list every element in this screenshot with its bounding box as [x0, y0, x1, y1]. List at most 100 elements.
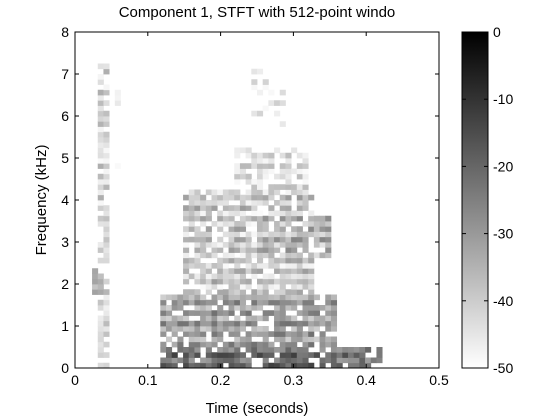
spectrogram-cell	[200, 211, 206, 217]
spectrogram-cell	[303, 242, 309, 248]
spectrogram-cell	[308, 326, 314, 332]
spectrogram-cell	[234, 242, 240, 248]
spectrogram-cell	[234, 163, 240, 169]
spectrogram-cell	[274, 321, 280, 327]
spectrogram-cell	[320, 342, 326, 348]
spectrogram-cell	[257, 279, 263, 285]
spectrogram-cell	[285, 221, 291, 227]
spectrogram-cell	[183, 242, 189, 248]
spectrogram-cell	[308, 221, 314, 227]
spectrogram-cell	[194, 310, 200, 316]
spectrogram-cell	[325, 226, 331, 232]
spectrogram-cell	[246, 305, 252, 311]
spectrogram-cell	[303, 163, 309, 169]
spectrogram-cell	[251, 179, 257, 185]
spectrogram-cell	[257, 268, 263, 274]
spectrogram-cell	[246, 258, 252, 264]
spectrogram-cell	[103, 64, 109, 70]
spectrogram-cell	[200, 295, 206, 301]
spectrogram-cell	[172, 305, 178, 311]
spectrogram-cell	[303, 300, 309, 306]
spectrogram-cell	[234, 226, 240, 232]
spectrogram-cell	[103, 158, 109, 164]
spectrogram-cell	[246, 205, 252, 211]
spectrogram-cell	[212, 284, 218, 290]
spectrogram-cell	[291, 300, 297, 306]
spectrogram-cell	[280, 200, 286, 206]
spectrogram-cell	[263, 347, 269, 353]
spectrogram-cell	[194, 331, 200, 337]
spectrogram-cell	[257, 179, 263, 185]
spectrogram-cell	[246, 174, 252, 180]
spectrogram-cell	[291, 274, 297, 280]
spectrogram-cell	[212, 352, 218, 358]
spectrogram-cell	[320, 321, 326, 327]
spectrogram-cell	[200, 195, 206, 201]
y-tick-label: 2	[61, 276, 69, 292]
spectrogram-cell	[280, 221, 286, 227]
spectrogram-cell	[240, 321, 246, 327]
spectrogram-cell	[234, 300, 240, 306]
spectrogram-cell	[320, 316, 326, 322]
spectrogram-cell	[274, 221, 280, 227]
spectrogram-cell	[98, 305, 104, 311]
spectrogram-cell	[234, 352, 240, 358]
spectrogram-cell	[257, 200, 263, 206]
spectrogram-cell	[183, 274, 189, 280]
spectrogram-cell	[212, 190, 218, 196]
spectrogram-cell	[172, 321, 178, 327]
spectrogram-cell	[223, 289, 229, 295]
spectrogram-cell	[280, 90, 286, 96]
spectrogram-cell	[206, 242, 212, 248]
spectrogram-cell	[280, 352, 286, 358]
spectrogram-cell	[103, 289, 109, 295]
spectrogram-cell	[365, 358, 371, 364]
spectrogram-cell	[251, 295, 257, 301]
spectrogram-cell	[297, 352, 303, 358]
spectrogram-cell	[291, 258, 297, 264]
spectrogram-cell	[229, 342, 235, 348]
spectrogram-cell	[274, 295, 280, 301]
spectrogram-cell	[206, 190, 212, 196]
spectrogram-cell	[285, 247, 291, 253]
spectrogram-cell	[268, 342, 274, 348]
spectrogram-cell	[229, 232, 235, 238]
spectrogram-cell	[240, 211, 246, 217]
spectrogram-cell	[217, 226, 223, 232]
spectrogram-cell	[177, 295, 183, 301]
spectrogram-cell	[285, 352, 291, 358]
spectrogram-cell	[246, 179, 252, 185]
spectrogram-cell	[331, 305, 337, 311]
spectrogram-cell	[183, 268, 189, 274]
spectrogram-cell	[257, 316, 263, 322]
spectrogram-cell	[98, 242, 104, 248]
spectrogram-cell	[98, 111, 104, 117]
spectrogram-cell	[257, 111, 263, 117]
spectrogram-cell	[183, 326, 189, 332]
spectrogram-cell	[314, 321, 320, 327]
spectrogram-cell	[325, 316, 331, 322]
spectrogram-cell	[212, 316, 218, 322]
spectrogram-cell	[177, 300, 183, 306]
spectrogram-cell	[314, 253, 320, 259]
spectrogram-cell	[240, 247, 246, 253]
spectrogram-cell	[291, 337, 297, 343]
spectrogram-cell	[263, 300, 269, 306]
spectrogram-cell	[325, 242, 331, 248]
spectrogram-cell	[229, 211, 235, 217]
spectrogram-cell	[229, 258, 235, 264]
spectrogram-cell	[246, 148, 252, 154]
spectrogram-cell	[257, 226, 263, 232]
spectrogram-cell	[303, 310, 309, 316]
spectrogram-cell	[376, 347, 382, 353]
spectrogram-cell	[280, 300, 286, 306]
y-tick-label: 4	[61, 192, 69, 208]
spectrogram-cell	[103, 258, 109, 264]
spectrogram-cell	[257, 221, 263, 227]
spectrogram-cell	[308, 279, 314, 285]
spectrogram-cell	[98, 221, 104, 227]
spectrogram-cell	[234, 258, 240, 264]
spectrogram-cell	[257, 352, 263, 358]
spectrogram-cell	[308, 321, 314, 327]
spectrogram-cell	[229, 237, 235, 243]
